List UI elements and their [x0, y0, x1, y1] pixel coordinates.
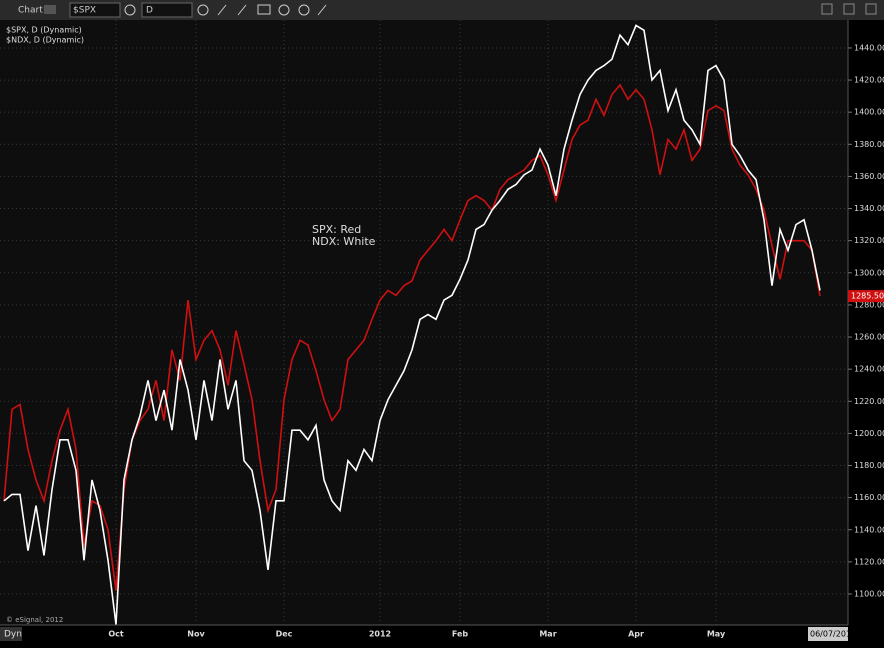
toolbar-icon[interactable]: [317, 4, 327, 16]
x-tick-label: Nov: [187, 630, 205, 639]
toolbar-icon[interactable]: [217, 4, 227, 16]
date-label: 06/07/2012: [810, 630, 856, 639]
annotation: SPX: Red: [312, 223, 361, 236]
labels: 1100.00 1120.00 1140.00 1160.00 1180.00 1200.…: [108, 43, 884, 639]
grid: [0, 20, 848, 625]
toolbar: [0, 0, 884, 20]
interval: D: [146, 6, 153, 16]
y-tick-label: 1240.00: [854, 365, 884, 374]
legend-entry: $SPX, D (Dynamic): [6, 26, 82, 35]
y-tick-label: 1280.00: [854, 300, 884, 309]
toolbar-icon[interactable]: [298, 4, 310, 16]
plot-area: [0, 20, 848, 625]
lines: [3, 24, 821, 625]
credit: © eSignal, 2012: [6, 616, 63, 624]
toolbar-icon[interactable]: [124, 4, 136, 16]
series-line: [3, 24, 821, 625]
y-tick-label: 1320.00: [854, 236, 884, 245]
toolbar-icon[interactable]: [278, 4, 290, 16]
y-tick-label: 1160.00: [854, 493, 884, 502]
symbol: $SPX: [73, 6, 96, 16]
y-tick-label: 1180.00: [854, 461, 884, 470]
date-box: [808, 627, 848, 641]
x-tick-label: May: [707, 630, 726, 639]
x-tick-label: Apr: [628, 630, 644, 639]
window-button[interactable]: [821, 3, 833, 15]
y-tick-label: 1220.00: [854, 397, 884, 406]
y-tick-label: 1380.00: [854, 140, 884, 149]
series-line: [3, 83, 821, 591]
y-tick-label: 1100.00: [854, 590, 884, 599]
y-tick-label: 1440.00: [854, 43, 884, 52]
x-tick-label: Dec: [276, 630, 293, 639]
window-button[interactable]: [843, 3, 855, 15]
toolbar-icon[interactable]: [237, 4, 247, 16]
toolbar-icon: [44, 5, 56, 14]
x-tick-label: Oct: [108, 630, 124, 639]
y-tick-label: 1340.00: [854, 204, 884, 213]
y-tick-label: 1300.00: [854, 268, 884, 277]
toolbar-icon[interactable]: [197, 4, 209, 16]
x-tick-label: 2012: [369, 630, 391, 639]
toolbar-icon[interactable]: [257, 4, 271, 15]
annotation: NDX: White: [312, 235, 376, 248]
legend-entry: $NDX, D (Dynamic): [6, 36, 84, 45]
y-tick-label: 1200.00: [854, 429, 884, 438]
symbol-box[interactable]: [69, 2, 121, 18]
mode-box[interactable]: [0, 627, 22, 641]
y-tick-label: 1140.00: [854, 525, 884, 534]
x-tick-label: Feb: [452, 630, 469, 639]
interval-box[interactable]: [141, 2, 193, 18]
y-tick-label: 1260.00: [854, 333, 884, 342]
last-price-box: [848, 290, 884, 303]
x-tick-label: Mar: [539, 630, 556, 639]
y-tick-label: 1400.00: [854, 108, 884, 117]
y-tick-label: 1360.00: [854, 172, 884, 181]
window-button[interactable]: [865, 3, 877, 15]
y-tick-label: 1420.00: [854, 76, 884, 85]
y-tick-label: 1120.00: [854, 557, 884, 566]
toolbar-title: Chart: [18, 6, 43, 16]
last-price-label: 1285.50: [851, 292, 884, 301]
mode: Dyn: [4, 630, 22, 640]
